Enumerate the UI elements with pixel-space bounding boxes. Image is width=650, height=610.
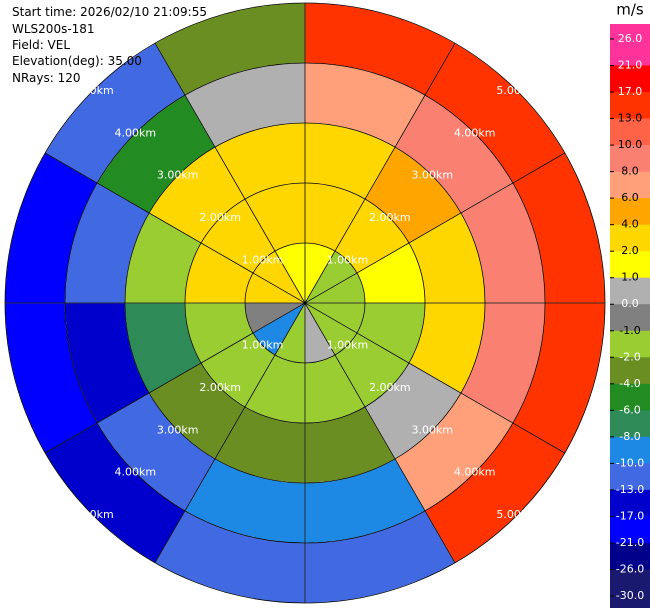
ring-label: 5.00km xyxy=(72,84,114,97)
colorbar-bin xyxy=(610,489,650,517)
colorbar-label: 13.0 xyxy=(618,112,643,125)
colorbar-bin xyxy=(610,516,650,544)
colorbar-bin xyxy=(610,92,650,120)
colorbar-bin xyxy=(610,410,650,438)
colorbar-label: 1.0 xyxy=(621,271,639,284)
colorbar-label: 4.0 xyxy=(621,218,639,231)
colorbar-label: 2.0 xyxy=(621,244,639,257)
colorbar-label: -10.0 xyxy=(616,456,644,469)
ring-label: 1.00km xyxy=(242,338,284,351)
colorbar-bin xyxy=(610,277,650,305)
ring-label: 2.00km xyxy=(369,211,411,224)
spokes xyxy=(5,3,605,603)
colorbar-bin xyxy=(610,357,650,385)
overlay xyxy=(4,2,606,604)
colorbar-unit: m/s xyxy=(616,1,644,19)
colorbar-bin xyxy=(610,436,650,464)
colorbar-bin xyxy=(610,198,650,226)
colorbar-label: -21.0 xyxy=(616,536,644,549)
colorbar-label: -13.0 xyxy=(616,483,644,496)
colorbar-label: 26.0 xyxy=(618,32,643,45)
labels: 1.00km 1.00km 1.00km 1.00km 2.00km 2.00km 2.00… xyxy=(72,84,538,521)
colorbar-label: 10.0 xyxy=(618,138,643,151)
colorbar-bin xyxy=(610,65,650,93)
ring-label: 3.00km xyxy=(411,169,453,182)
header-line: NRays: 120 xyxy=(12,71,81,85)
colorbar-bin xyxy=(610,145,650,173)
colorbar-label: 0.0 xyxy=(621,297,639,310)
colorbar-label: -4.0 xyxy=(619,377,640,390)
colorbar-bin xyxy=(610,171,650,199)
ring-label: 3.00km xyxy=(157,423,199,436)
ring-label: 3.00km xyxy=(411,423,453,436)
colorbar-label: -26.0 xyxy=(616,562,644,575)
colorbar-bin xyxy=(610,251,650,279)
range-ring xyxy=(244,242,366,364)
colorbar-bin xyxy=(610,383,650,411)
ring-label: 4.00km xyxy=(115,466,157,479)
colorbar-label: -8.0 xyxy=(619,430,640,443)
range-ring xyxy=(124,122,486,484)
colorbar-label: -17.0 xyxy=(616,509,644,522)
range-ring xyxy=(4,2,606,604)
colorbar-label: 6.0 xyxy=(621,191,639,204)
colorbar-bin xyxy=(610,463,650,491)
colorbar-bin xyxy=(610,224,650,252)
colorbar-label: 17.0 xyxy=(618,85,643,98)
ring-label: 4.00km xyxy=(454,466,496,479)
ring-label: 3.00km xyxy=(157,169,199,182)
header-line: Elevation(deg): 35.00 xyxy=(12,54,142,68)
colorbar-label: -2.0 xyxy=(619,350,640,363)
colorbar: 26.0 21.0 17.0 13.0 10.0 8.0 6.0 4.0 2.0 1.0 0.0 -1… xyxy=(610,24,650,608)
ring-label: 2.00km xyxy=(369,381,411,394)
colorbar-label: 8.0 xyxy=(621,165,639,178)
colorbar-extension xyxy=(610,596,650,608)
colorbar-bin xyxy=(610,304,650,332)
ring-label: 1.00km xyxy=(242,254,284,267)
ring-label: 4.00km xyxy=(115,126,157,139)
spoke xyxy=(44,152,565,454)
colorbar-bin xyxy=(610,39,650,67)
colorbar-label: -6.0 xyxy=(619,403,640,416)
ring-label: 4.00km xyxy=(454,126,496,139)
colorbar-label: -30.0 xyxy=(616,589,644,602)
colorbar-extension xyxy=(610,24,650,39)
ring-label: 1.00km xyxy=(327,338,369,351)
colorbar-label: 21.0 xyxy=(618,59,643,72)
ring-label: 2.00km xyxy=(199,211,241,224)
ring-label: 5.00km xyxy=(496,508,538,521)
header: Start time: 2026/02/10 21:09:55 WLS200s-… xyxy=(12,5,207,85)
colorbar-bin xyxy=(610,542,650,570)
radar-field xyxy=(4,2,606,604)
header-line: Field: VEL xyxy=(12,38,70,52)
header-line: Start time: 2026/02/10 21:09:55 xyxy=(12,5,207,19)
ring-label: 5.00km xyxy=(496,84,538,97)
colorbar-bin xyxy=(610,118,650,146)
colorbar-bin xyxy=(610,330,650,358)
header-line: WLS200s-181 xyxy=(12,22,95,36)
range-ring xyxy=(184,182,426,424)
ring-label: 2.00km xyxy=(199,381,241,394)
colorbar-label: -1.0 xyxy=(619,324,640,337)
colorbar-bin xyxy=(610,569,650,597)
ring-label: 5.00km xyxy=(72,508,114,521)
ring-label: 1.00km xyxy=(327,254,369,267)
range-ring xyxy=(64,62,546,544)
